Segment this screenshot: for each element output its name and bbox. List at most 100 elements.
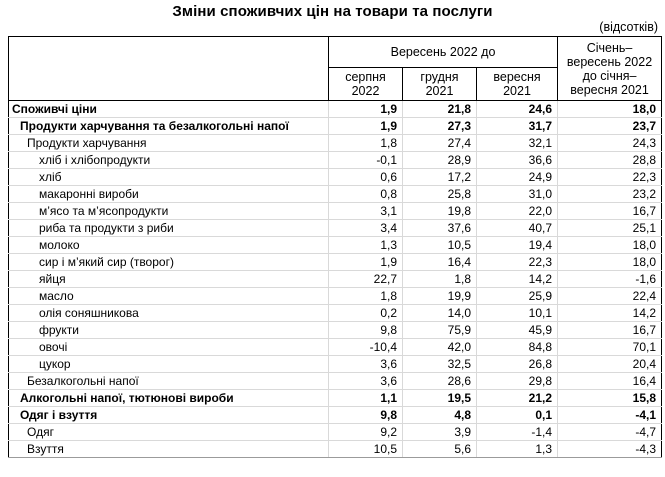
- value-cell: 14,2: [557, 304, 663, 322]
- header-col-sep2021: вересня 2021: [475, 67, 559, 101]
- value-cell: 29,8: [475, 372, 559, 390]
- value-cell: -4,3: [557, 440, 663, 458]
- row-label: фрукти: [8, 321, 329, 339]
- header-col-dec2021: грудня 2021: [402, 67, 477, 101]
- row-label: яйця: [8, 270, 329, 288]
- table-body: Споживчі ціни 1,9 21,8 24,6 18,0 Продукти хар…: [8, 100, 663, 458]
- value-cell: 10,1: [475, 304, 559, 322]
- value-cell: 16,7: [557, 202, 663, 220]
- value-cell: 1,8: [402, 270, 477, 288]
- table-row: макаронні вироби 0,8 25,8 31,0 23,2: [8, 185, 663, 203]
- value-cell: 36,6: [475, 151, 559, 169]
- value-cell: 21,8: [402, 100, 477, 118]
- table-row: цукор 3,6 32,5 26,8 20,4: [8, 355, 663, 373]
- row-label: риба та продукти з риби: [8, 219, 329, 237]
- value-cell: 1,8: [328, 134, 403, 152]
- value-cell: 1,9: [328, 117, 403, 135]
- table-row: Продукти харчування 1,8 27,4 32,1 24,3: [8, 134, 663, 152]
- value-cell: 31,7: [475, 117, 559, 135]
- value-cell: 3,1: [328, 202, 403, 220]
- row-label: Продукти харчування: [8, 134, 329, 152]
- value-cell: 31,0: [475, 185, 559, 203]
- value-cell: 45,9: [475, 321, 559, 339]
- table-row: олія соняшникова 0,2 14,0 10,1 14,2: [8, 304, 663, 322]
- value-cell: -0,1: [328, 151, 403, 169]
- value-cell: 25,9: [475, 287, 559, 305]
- header-empty-cell: [8, 36, 329, 101]
- page-title: Зміни споживчих цін на товари та послуги: [172, 3, 493, 20]
- value-cell: 23,7: [557, 117, 663, 135]
- value-cell: 84,8: [475, 338, 559, 356]
- table-row: хліб і хлібопродукти -0,1 28,9 36,6 28,8: [8, 151, 663, 169]
- value-cell: -1,6: [557, 270, 663, 288]
- value-cell: 5,6: [402, 440, 477, 458]
- consumer-prices-table: Вересень 2022 до Січень–вересень 2022 до…: [8, 36, 663, 458]
- row-label: олія соняшникова: [8, 304, 329, 322]
- row-label: Алкогольні напої, тютюнові вироби: [8, 389, 329, 407]
- value-cell: 9,8: [328, 406, 403, 424]
- table-row: фрукти 9,8 75,9 45,9 16,7: [8, 321, 663, 339]
- table-row: сир і м’який сир (творог) 1,9 16,4 22,3 18,0: [8, 253, 663, 271]
- table-row: Одяг 9,2 3,9 -1,4 -4,7: [8, 423, 663, 441]
- table-row: овочі -10,4 42,0 84,8 70,1: [8, 338, 663, 356]
- value-cell: 1,3: [328, 236, 403, 254]
- value-cell: 9,8: [328, 321, 403, 339]
- value-cell: 32,1: [475, 134, 559, 152]
- table-row: Безалкогольні напої 3,6 28,6 29,8 16,4: [8, 372, 663, 390]
- value-cell: -4,1: [557, 406, 663, 424]
- value-cell: 14,0: [402, 304, 477, 322]
- value-cell: 19,5: [402, 389, 477, 407]
- value-cell: 32,5: [402, 355, 477, 373]
- value-cell: 3,4: [328, 219, 403, 237]
- value-cell: -10,4: [328, 338, 403, 356]
- value-cell: -1,4: [475, 423, 559, 441]
- value-cell: 21,2: [475, 389, 559, 407]
- value-cell: 22,4: [557, 287, 663, 305]
- value-cell: 3,6: [328, 372, 403, 390]
- row-label: цукор: [8, 355, 329, 373]
- value-cell: 16,7: [557, 321, 663, 339]
- row-label: м’ясо та м’ясопродукти: [8, 202, 329, 220]
- value-cell: 28,8: [557, 151, 663, 169]
- value-cell: 9,2: [328, 423, 403, 441]
- value-cell: 22,0: [475, 202, 559, 220]
- table-row: масло 1,8 19,9 25,9 22,4: [8, 287, 663, 305]
- table-row: Продукти харчування та безалкогольні нап…: [8, 117, 663, 135]
- value-cell: -4,7: [557, 423, 663, 441]
- table-row: Алкогольні напої, тютюнові вироби 1,1 19,5…: [8, 389, 663, 407]
- value-cell: 24,3: [557, 134, 663, 152]
- row-label: масло: [8, 287, 329, 305]
- value-cell: 1,9: [328, 253, 403, 271]
- value-cell: 26,8: [475, 355, 559, 373]
- value-cell: 27,3: [402, 117, 477, 135]
- header-period-cell: Січень–вересень 2022 до січня–вересня 20…: [557, 36, 663, 101]
- value-cell: 1,8: [328, 287, 403, 305]
- value-cell: 19,8: [402, 202, 477, 220]
- value-cell: 1,1: [328, 389, 403, 407]
- value-cell: 18,0: [557, 100, 663, 118]
- row-label: Одяг: [8, 423, 329, 441]
- table-header: Вересень 2022 до Січень–вересень 2022 до…: [8, 36, 663, 101]
- value-cell: 15,8: [557, 389, 663, 407]
- header-col-aug2022: серпня 2022: [328, 67, 403, 101]
- row-label: Продукти харчування та безалкогольні нап…: [8, 117, 329, 135]
- table-row: яйця 22,7 1,8 14,2 -1,6: [8, 270, 663, 288]
- row-label: Споживчі ціни: [8, 100, 329, 118]
- value-cell: 0,2: [328, 304, 403, 322]
- table-row: Взуття 10,5 5,6 1,3 -4,3: [8, 440, 663, 458]
- row-label: овочі: [8, 338, 329, 356]
- table-row: хліб 0,6 17,2 24,9 22,3: [8, 168, 663, 186]
- table-row: м’ясо та м’ясопродукти 3,1 19,8 22,0 16,7: [8, 202, 663, 220]
- table-row: Споживчі ціни 1,9 21,8 24,6 18,0: [8, 100, 663, 118]
- value-cell: 42,0: [402, 338, 477, 356]
- value-cell: 40,7: [475, 219, 559, 237]
- value-cell: 37,6: [402, 219, 477, 237]
- table-row: молоко 1,3 10,5 19,4 18,0: [8, 236, 663, 254]
- value-cell: 75,9: [402, 321, 477, 339]
- row-label: Безалкогольні напої: [8, 372, 329, 390]
- value-cell: 19,9: [402, 287, 477, 305]
- value-cell: 0,8: [328, 185, 403, 203]
- value-cell: 1,3: [475, 440, 559, 458]
- value-cell: 25,1: [557, 219, 663, 237]
